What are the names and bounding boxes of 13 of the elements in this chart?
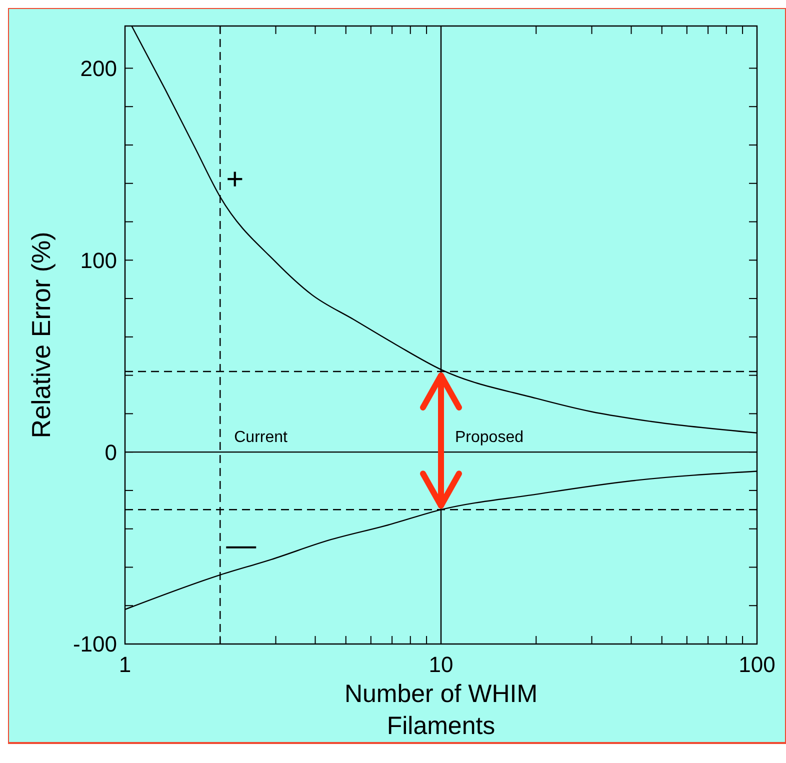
x-tick-label: 1: [118, 652, 132, 677]
y-tick-label: -100: [72, 632, 117, 657]
x-tick-label: 10: [428, 652, 454, 677]
annotation: —: [226, 528, 256, 562]
y-tick-label: 100: [80, 248, 117, 273]
ref-line-label: Current: [234, 429, 288, 446]
y-axis-title: Relative Error (%): [26, 232, 56, 438]
annotation: +: [226, 162, 244, 196]
y-tick-label: 0: [104, 440, 117, 465]
ref-line-label: Proposed: [455, 429, 524, 446]
y-tick-label: 200: [80, 56, 117, 81]
x-axis-title: Number of WHIM Filaments: [344, 680, 538, 740]
x-tick-label: 100: [738, 652, 776, 677]
